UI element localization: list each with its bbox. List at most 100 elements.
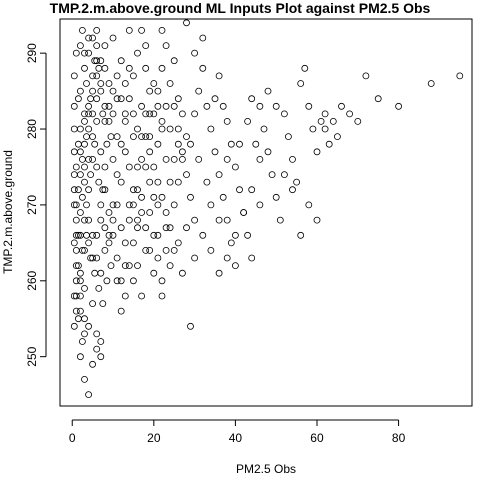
data-point [81,163,88,171]
data-point [83,133,90,141]
data-point [105,209,113,216]
data-point [72,307,80,315]
data-point [138,193,146,201]
data-point [240,209,248,216]
data-point [72,231,80,239]
data-point [81,64,88,72]
data-point [280,110,288,118]
data-point [142,163,150,171]
data-point [142,42,150,49]
data-point [207,201,215,209]
data-point [79,26,86,34]
data-point [154,254,162,262]
data-point [87,171,94,179]
data-point [93,231,101,239]
data-point [264,87,272,95]
data-point [199,64,207,72]
data-point [97,353,105,361]
data-point [85,49,92,57]
data-point [121,239,129,247]
data-point [72,163,80,171]
data-point [121,118,129,125]
data-point [113,254,121,262]
data-point [256,155,264,163]
data-point [191,110,199,118]
data-point [91,269,99,277]
data-point [207,125,215,133]
data-point [309,125,317,133]
data-point [93,118,101,125]
data-point [395,102,403,110]
data-point [85,186,92,194]
data-point [248,186,256,194]
data-point [305,102,313,110]
data-point [85,125,92,133]
data-point [70,171,78,179]
data-point [183,224,190,232]
data-point [260,125,268,133]
data-point [138,102,146,110]
data-point [70,102,78,110]
data-point [77,171,84,179]
data-point [195,155,203,163]
data-point [89,110,96,118]
data-point [346,110,354,118]
data-point [109,34,117,42]
data-point [77,87,84,95]
y-axis: 250 260 270 280 290 [25,43,47,367]
data-point [125,163,133,171]
data-point [134,216,141,224]
data-point [97,80,105,87]
data-point [317,118,325,125]
data-point [248,254,256,262]
data-point [146,110,154,118]
data-point [125,26,133,34]
data-point [75,95,82,103]
data-point [77,42,84,49]
data-point [321,125,329,133]
data-point [85,216,92,224]
data-point [93,330,101,338]
data-point [89,300,96,308]
data-point [231,231,239,239]
data-point [125,64,133,72]
data-point [117,140,125,148]
data-point [170,201,178,209]
data-point [109,155,117,163]
data-point [75,315,82,323]
data-point [117,277,125,285]
data-point [272,102,280,110]
data-point [199,231,207,239]
data-point [105,102,113,110]
data-point [125,201,133,209]
data-point [72,246,80,254]
data-point [178,148,186,156]
data-point [81,110,88,118]
data-point [187,322,194,330]
data-point [162,42,170,49]
data-point [95,64,103,72]
data-point [113,201,121,209]
data-point [166,125,174,133]
data-point [142,224,150,232]
data-point [215,269,223,277]
plot-frame [59,18,473,407]
data-point [456,72,464,80]
x-axis-label: PM2.5 Obs [235,462,297,476]
data-point [362,72,370,80]
data-point [146,178,154,186]
data-point [101,246,109,254]
data-point [134,224,141,232]
data-point [125,95,133,103]
data-point [374,95,382,103]
data-point [129,72,137,80]
data-point [256,201,264,209]
data-point [166,262,174,270]
data-point [70,322,78,330]
data-point [79,193,86,201]
data-point [89,360,96,368]
data-point [154,201,162,209]
data-point [93,72,101,80]
data-point [117,95,125,103]
data-point [162,224,170,232]
